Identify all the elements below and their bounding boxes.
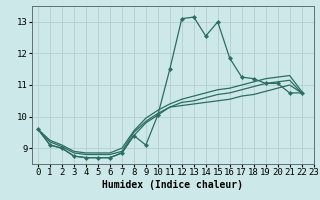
X-axis label: Humidex (Indice chaleur): Humidex (Indice chaleur) <box>102 180 243 190</box>
